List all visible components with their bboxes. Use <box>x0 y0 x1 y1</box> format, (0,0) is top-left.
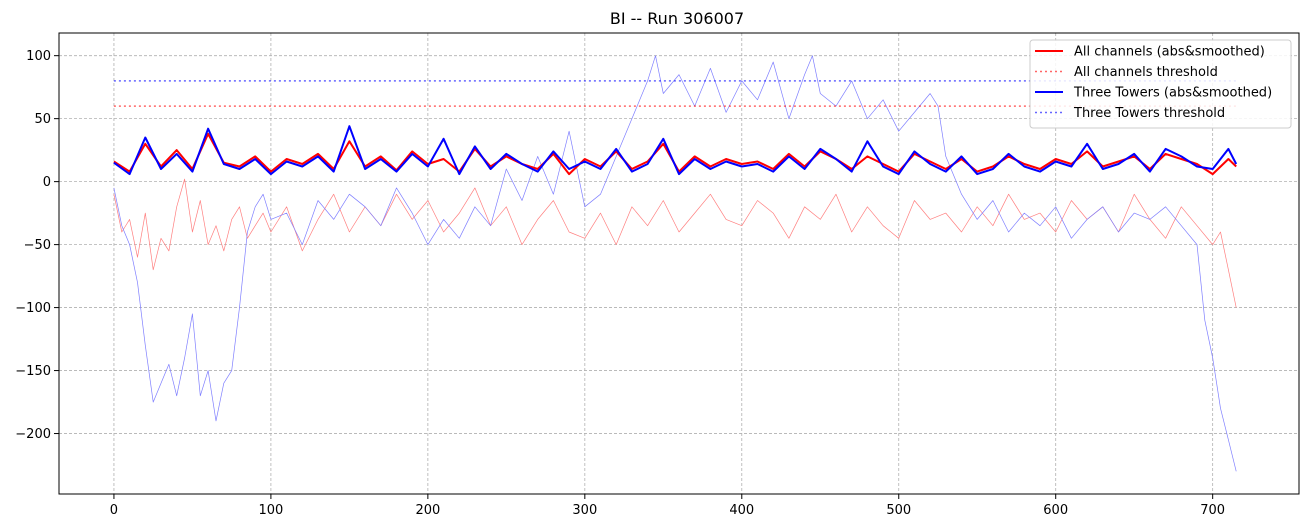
y-tick-label: −150 <box>15 364 51 379</box>
y-tick-label: 50 <box>34 112 51 127</box>
chart-title: BI -- Run 306007 <box>610 9 744 28</box>
x-tick-label: 200 <box>415 503 440 518</box>
legend: All channels (abs&smoothed) All channels … <box>1029 39 1292 129</box>
x-tick-label: 500 <box>886 503 911 518</box>
y-tick-label: 0 <box>43 175 51 190</box>
x-tick-label: 100 <box>258 503 283 518</box>
x-tick-label: 300 <box>572 503 597 518</box>
legend-label: All channels threshold <box>1074 65 1218 80</box>
series-line-4 <box>113 178 1237 308</box>
x-tick-label: 700 <box>1200 503 1225 518</box>
x-tick-label: 0 <box>110 503 118 518</box>
plot-frame <box>58 32 1300 495</box>
series-line-5 <box>113 55 1237 472</box>
grid <box>59 33 1299 494</box>
legend-box <box>1029 39 1292 129</box>
x-tick-label: 400 <box>729 503 754 518</box>
legend-label: Three Towers threshold <box>1073 106 1225 121</box>
y-tick-label: −200 <box>15 427 51 442</box>
y-tick-label: −50 <box>24 238 51 253</box>
y-tick-label: 100 <box>26 49 51 64</box>
series-line-2 <box>113 125 1238 176</box>
legend-label: Three Towers (abs&smoothed) <box>1073 86 1272 101</box>
legend-label: All channels (abs&smoothed) <box>1074 45 1265 60</box>
series-line-0 <box>113 132 1237 176</box>
x-tick-label: 600 <box>1043 503 1068 518</box>
y-axis: 100 50 0 −50 −100 −150 −200 <box>15 49 59 442</box>
y-tick-label: −100 <box>15 301 51 316</box>
x-axis: 0 100 200 300 400 500 600 700 <box>110 494 1225 518</box>
